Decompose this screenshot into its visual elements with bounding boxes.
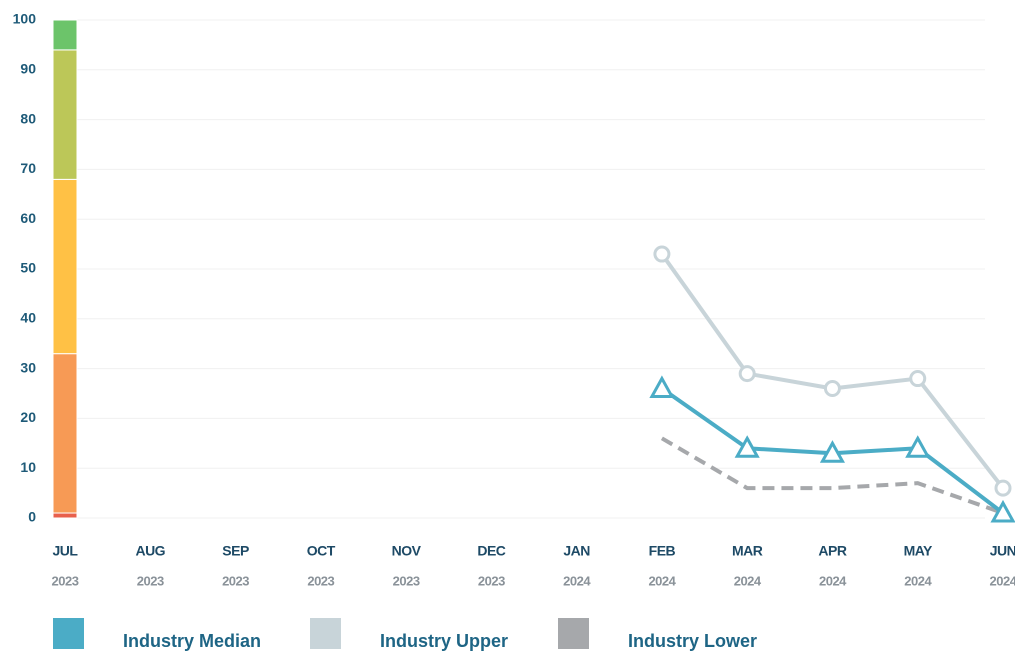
y-tick-label: 20 xyxy=(20,409,36,425)
x-tick-year: 2024 xyxy=(734,573,762,588)
point xyxy=(738,365,756,383)
x-tick-year: 2024 xyxy=(819,573,847,588)
point xyxy=(905,435,931,458)
x-tick-month: DEC xyxy=(477,543,505,559)
y-tick-label: 60 xyxy=(20,210,36,226)
series-line xyxy=(660,436,1004,515)
legend-swatch xyxy=(558,618,589,649)
x-tick-month: FEB xyxy=(649,543,676,559)
x-tick-year: 2023 xyxy=(393,573,420,588)
x-tick-year: 2023 xyxy=(137,573,164,588)
legend-swatch xyxy=(310,618,341,649)
bar-segment xyxy=(52,19,78,51)
x-tick-month: MAR xyxy=(732,543,763,559)
y-tick-label: 50 xyxy=(20,260,36,276)
x-tick-year: 2023 xyxy=(52,573,79,588)
x-tick-year: 2024 xyxy=(990,573,1015,588)
bar-segment xyxy=(52,512,78,519)
x-tick-month: NOV xyxy=(392,543,422,559)
legend-label: Industry Lower xyxy=(628,631,757,651)
y-tick-label: 10 xyxy=(20,459,36,475)
point xyxy=(909,370,927,388)
x-tick-month: OCT xyxy=(307,543,336,559)
x-tick-year: 2024 xyxy=(648,573,676,588)
x-tick-month: APR xyxy=(818,543,846,559)
point xyxy=(734,435,760,458)
y-tick-label: 30 xyxy=(20,359,36,375)
x-tick-year: 2023 xyxy=(478,573,505,588)
point xyxy=(649,375,675,399)
legend-label: Industry Median xyxy=(123,631,261,651)
x-tick-year: 2024 xyxy=(563,573,591,588)
legend-swatch xyxy=(53,618,84,649)
x-tick-month: MAY xyxy=(904,543,933,559)
point xyxy=(653,245,671,263)
y-tick-label: 70 xyxy=(20,160,36,176)
bar-segment xyxy=(52,178,78,355)
point xyxy=(819,440,846,463)
x-tick-month: AUG xyxy=(135,543,165,559)
point xyxy=(994,479,1012,497)
point xyxy=(823,380,841,398)
x-tick-month: SEP xyxy=(222,543,249,559)
bar-segment xyxy=(52,353,78,514)
x-tick-month: JUL xyxy=(53,543,79,559)
y-tick-label: 90 xyxy=(20,61,36,77)
x-tick-year: 2024 xyxy=(904,573,932,588)
x-tick-year: 2023 xyxy=(222,573,249,588)
y-tick-label: 40 xyxy=(20,310,36,326)
x-tick-month: JAN xyxy=(563,543,590,559)
point xyxy=(990,499,1015,523)
legend-label: Industry Upper xyxy=(380,631,508,651)
x-tick-month: JUN xyxy=(990,543,1015,559)
x-tick-year: 2023 xyxy=(307,573,334,588)
bar-segment xyxy=(52,49,78,180)
y-tick-label: 100 xyxy=(13,11,37,27)
y-tick-label: 80 xyxy=(20,110,36,126)
y-tick-label: 0 xyxy=(28,509,36,525)
